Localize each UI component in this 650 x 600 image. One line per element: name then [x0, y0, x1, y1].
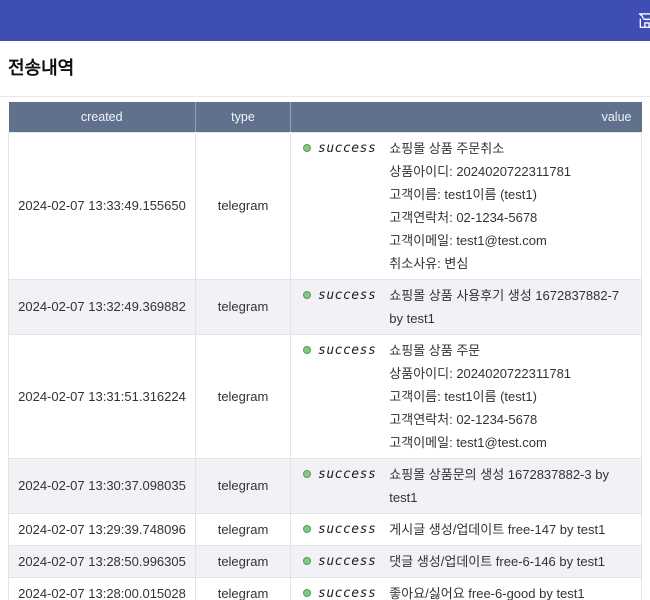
- value-lines: 게시글 생성/업데이트 free-147 by test1: [389, 518, 635, 541]
- value-line: 쇼핑몰 상품 사용후기 생성 1672837882-7 by test1: [389, 287, 620, 326]
- value-lines: 댓글 생성/업데이트 free-6-146 by test1: [389, 550, 635, 573]
- status-label: success: [318, 553, 377, 569]
- value-line: 상품아이디: 2024020722311781: [389, 163, 572, 179]
- column-header-value: value: [290, 102, 642, 132]
- created-cell: 2024-02-07 13:28:50.996305: [8, 544, 196, 578]
- type-cell: telegram: [195, 512, 291, 546]
- status-label: success: [318, 140, 377, 156]
- created-cell: 2024-02-07 13:32:49.369882: [8, 278, 196, 335]
- status-badge: success: [303, 284, 376, 307]
- success-dot-icon: [303, 291, 311, 299]
- success-dot-icon: [303, 346, 311, 354]
- success-dot-icon: [303, 557, 311, 565]
- storefront-icon[interactable]: [637, 11, 650, 31]
- page-title: 전송내역: [8, 58, 75, 78]
- type-cell: telegram: [195, 544, 291, 578]
- value-line: 고객연락처: 02-1234-5678: [389, 209, 538, 225]
- value-line: 쇼핑몰 상품 주문취소: [389, 140, 505, 156]
- column-header-type: type: [195, 102, 291, 132]
- table-row: 2024-02-07 13:33:49.155650 telegram succ…: [8, 131, 642, 280]
- top-nav-bar: [0, 0, 650, 41]
- transmission-table-wrap: created type value 2024-02-07 13:33:49.1…: [8, 102, 642, 600]
- status-badge: success: [303, 582, 376, 600]
- created-cell: 2024-02-07 13:33:49.155650: [8, 131, 196, 280]
- created-cell: 2024-02-07 13:29:39.748096: [8, 512, 196, 546]
- type-cell: telegram: [195, 131, 291, 280]
- created-cell: 2024-02-07 13:30:37.098035: [8, 457, 196, 514]
- success-dot-icon: [303, 144, 311, 152]
- status-label: success: [318, 585, 377, 600]
- table-row: 2024-02-07 13:29:39.748096 telegram succ…: [8, 512, 642, 546]
- type-cell: telegram: [195, 278, 291, 335]
- status-badge: success: [303, 137, 376, 160]
- created-cell: 2024-02-07 13:28:00.015028: [8, 576, 196, 600]
- type-cell: telegram: [195, 333, 291, 459]
- value-line: 고객연락처: 02-1234-5678: [389, 411, 538, 427]
- value-cell: success 쇼핑몰 상품 사용후기 생성 1672837882-7 by t…: [290, 278, 642, 335]
- status-badge: success: [303, 339, 376, 362]
- success-dot-icon: [303, 470, 311, 478]
- value-line: 쇼핑몰 상품 주문: [389, 342, 481, 358]
- value-line: 좋아요/싫어요 free-6-good by test1: [389, 585, 585, 600]
- value-line: 게시글 생성/업데이트 free-147 by test1: [389, 521, 606, 537]
- value-cell: success 댓글 생성/업데이트 free-6-146 by test1: [290, 544, 642, 578]
- column-header-created: created: [8, 102, 196, 132]
- status-badge: success: [303, 550, 376, 573]
- status-label: success: [318, 342, 377, 358]
- value-line: 상품아이디: 2024020722311781: [389, 365, 572, 381]
- value-cell: success 쇼핑몰 상품문의 생성 1672837882-3 by test…: [290, 457, 642, 514]
- status-label: success: [318, 466, 377, 482]
- value-lines: 쇼핑몰 상품 사용후기 생성 1672837882-7 by test1: [389, 284, 635, 330]
- value-lines: 쇼핑몰 상품문의 생성 1672837882-3 by test1: [389, 463, 635, 509]
- table-row: 2024-02-07 13:28:00.015028 telegram succ…: [8, 576, 642, 600]
- success-dot-icon: [303, 589, 311, 597]
- table-row: 2024-02-07 13:31:51.316224 telegram succ…: [8, 333, 642, 459]
- table-body: 2024-02-07 13:33:49.155650 telegram succ…: [8, 131, 642, 600]
- value-line: 쇼핑몰 상품문의 생성 1672837882-3 by test1: [389, 466, 609, 505]
- table-row: 2024-02-07 13:32:49.369882 telegram succ…: [8, 278, 642, 335]
- status-badge: success: [303, 463, 376, 486]
- transmission-table: created type value 2024-02-07 13:33:49.1…: [8, 102, 642, 600]
- table-row: 2024-02-07 13:28:50.996305 telegram succ…: [8, 544, 642, 578]
- table-row: 2024-02-07 13:30:37.098035 telegram succ…: [8, 457, 642, 514]
- status-label: success: [318, 521, 377, 537]
- value-line: 취소사유: 변심: [389, 255, 469, 271]
- created-cell: 2024-02-07 13:31:51.316224: [8, 333, 196, 459]
- value-line: 고객이름: test1이름 (test1): [389, 388, 537, 404]
- value-line: 고객이름: test1이름 (test1): [389, 186, 537, 202]
- status-badge: success: [303, 518, 376, 541]
- value-cell: success 게시글 생성/업데이트 free-147 by test1: [290, 512, 642, 546]
- type-cell: telegram: [195, 576, 291, 600]
- value-line: 고객이메일: test1@test.com: [389, 434, 547, 450]
- type-cell: telegram: [195, 457, 291, 514]
- page-header: 전송내역: [0, 41, 650, 97]
- value-line: 댓글 생성/업데이트 free-6-146 by test1: [389, 553, 605, 569]
- success-dot-icon: [303, 525, 311, 533]
- value-line: 고객이메일: test1@test.com: [389, 232, 547, 248]
- value-cell: success 좋아요/싫어요 free-6-good by test1: [290, 576, 642, 600]
- table-header-row: created type value: [8, 102, 642, 132]
- value-lines: 좋아요/싫어요 free-6-good by test1: [389, 582, 635, 600]
- status-label: success: [318, 287, 377, 303]
